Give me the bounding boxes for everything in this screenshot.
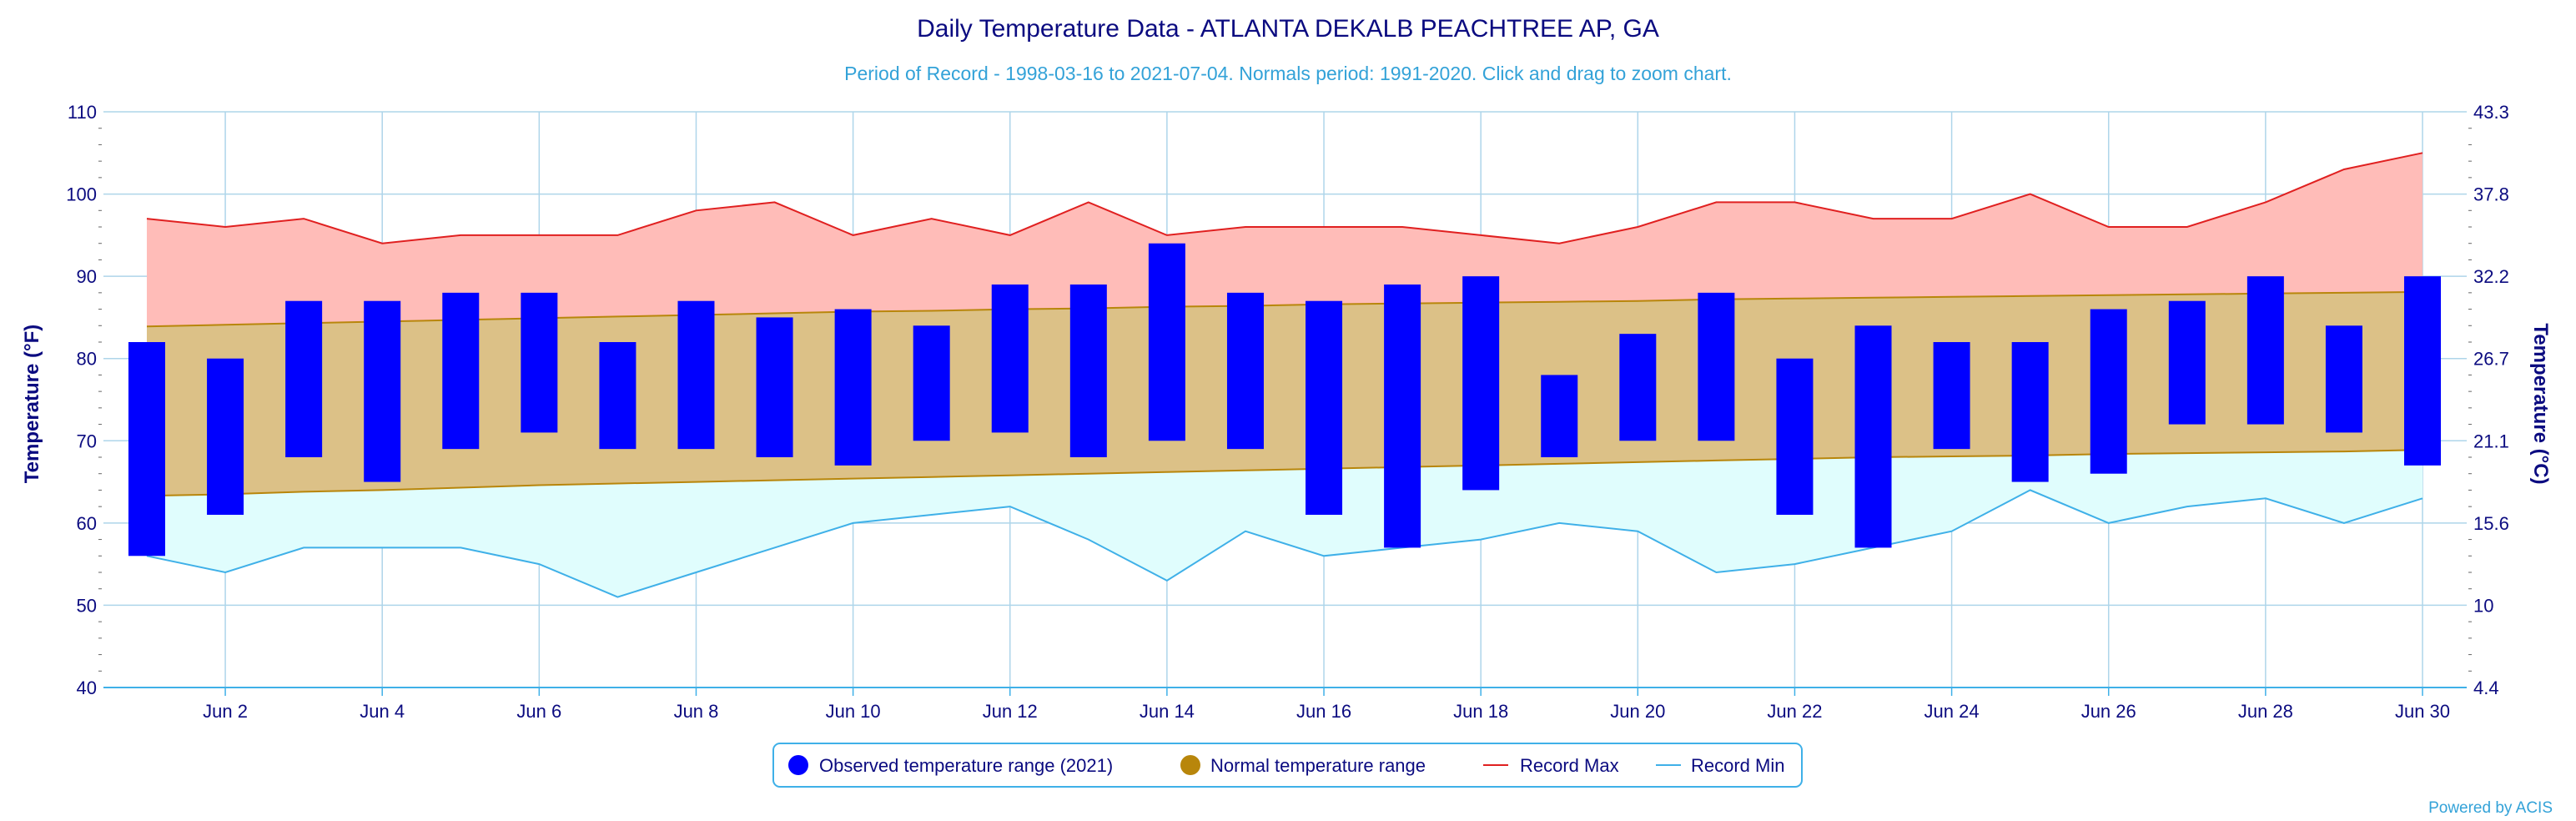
observed-bar-jun-21[interactable] (1698, 292, 1735, 441)
x-tick-label: Jun 22 (1767, 701, 1822, 722)
y-tick-label-right: 21.1 (2473, 431, 2509, 451)
x-tick-label: Jun 20 (1610, 701, 1665, 722)
observed-bar-jun-10[interactable] (834, 309, 872, 466)
y-tick-label-left: 40 (77, 677, 97, 698)
y-tick-label-right: 4.4 (2473, 677, 2499, 698)
x-tick-label: Jun 18 (1453, 701, 1508, 722)
range-areas (147, 153, 2423, 597)
observed-bar-jun-5[interactable] (442, 292, 480, 450)
x-tick-label: Jun 24 (1924, 701, 1980, 722)
x-tick-label: Jun 26 (2081, 701, 2136, 722)
observed-bar-jun-8[interactable] (677, 300, 715, 450)
y-tick-label-left: 100 (66, 184, 97, 205)
y-tick-label-right: 37.8 (2473, 184, 2509, 205)
observed-bar-jun-7[interactable] (599, 342, 636, 450)
record-min-area (147, 450, 2423, 597)
powered-by-credit[interactable]: Powered by ACIS (2428, 799, 2553, 817)
legend-observed-marker (788, 755, 808, 775)
observed-bar-jun-3[interactable] (285, 300, 323, 457)
y-axis-title-left: Temperature (°F) (21, 325, 43, 484)
y-tick-label-left: 80 (77, 349, 97, 370)
chart-subtitle: Period of Record - 1998-03-16 to 2021-07… (844, 63, 1732, 84)
observed-bar-jun-23[interactable] (1854, 325, 1892, 548)
x-tick-label: Jun 16 (1296, 701, 1351, 722)
observed-bar-jun-27[interactable] (2168, 300, 2206, 425)
x-tick-label: Jun 6 (516, 701, 561, 722)
observed-bar-jun-12[interactable] (991, 285, 1029, 433)
y-tick-label-left: 60 (77, 513, 97, 534)
observed-bar-jun-11[interactable] (913, 325, 950, 441)
legend-normal-label[interactable]: Normal temperature range (1210, 755, 1426, 776)
axes: 40 4.4 50 10 60 15.6 70 21.1 80 26.7 90 32.2 100 37.8… (66, 102, 2509, 722)
legend-record-min-label[interactable]: Record Min (1691, 755, 1784, 776)
legend-record-max-label[interactable]: Record Max (1520, 755, 1619, 776)
observed-bar-jun-13[interactable] (1069, 285, 1107, 457)
observed-bar-jun-22[interactable] (1776, 358, 1814, 515)
observed-bar-jun-2[interactable] (207, 358, 244, 515)
observed-bar-jun-24[interactable] (1933, 342, 1970, 450)
observed-bar-jun-30[interactable] (2404, 276, 2441, 466)
record-min-line (146, 489, 2423, 598)
x-tick-label: Jun 30 (2395, 701, 2450, 722)
observed-bar-jun-29[interactable] (2325, 325, 2362, 433)
record-max-line (146, 152, 2423, 244)
y-tick-label-right: 26.7 (2473, 349, 2509, 370)
record-max-area (147, 153, 2423, 327)
x-tick-label: Jun 14 (1140, 701, 1195, 722)
y-tick-label-left: 70 (77, 431, 97, 451)
chart-title: Daily Temperature Data - ATLANTA DEKALB … (917, 15, 1659, 43)
legend-box (772, 743, 1803, 788)
y-axis-title-right: Temperature (°C) (2529, 323, 2552, 484)
y-tick-label-left: 90 (77, 266, 97, 287)
legend-observed-label[interactable]: Observed temperature range (2021) (819, 755, 1113, 776)
observed-bar-jun-18[interactable] (1462, 276, 1500, 491)
normal-range-area (147, 291, 2423, 496)
x-tick-label: Jun 28 (2238, 701, 2293, 722)
observed-bar-jun-16[interactable] (1306, 300, 1343, 515)
legend-normal-marker (1180, 755, 1200, 775)
y-tick-label-right: 15.6 (2473, 513, 2509, 534)
x-tick-label: Jun 10 (826, 701, 881, 722)
y-tick-label-right: 43.3 (2473, 102, 2509, 123)
observed-bar-jun-1[interactable] (128, 342, 165, 557)
x-tick-label: Jun 8 (674, 701, 719, 722)
observed-bar-jun-26[interactable] (2090, 309, 2127, 474)
observed-bar-jun-9[interactable] (756, 317, 793, 457)
x-tick-label: Jun 12 (983, 701, 1038, 722)
y-tick-label-left: 110 (68, 102, 97, 123)
observed-bar-jun-17[interactable] (1384, 285, 1421, 548)
observed-bar-jun-20[interactable] (1619, 334, 1657, 441)
observed-bar-jun-4[interactable] (364, 300, 401, 482)
y-tick-label-right: 32.2 (2473, 266, 2509, 287)
observed-bar-jun-25[interactable] (2011, 342, 2049, 482)
legend[interactable]: Observed temperature range (2021) Normal… (772, 743, 1803, 788)
x-tick-label: Jun 4 (360, 701, 405, 722)
observed-bars (128, 243, 2441, 557)
x-tick-label: Jun 2 (203, 701, 248, 722)
observed-bar-jun-19[interactable] (1541, 375, 1578, 457)
observed-bar-jun-15[interactable] (1226, 292, 1264, 450)
observed-bar-jun-6[interactable] (521, 292, 558, 433)
y-tick-label-left: 50 (77, 595, 97, 616)
y-tick-label-right: 10 (2473, 595, 2493, 616)
observed-bar-jun-28[interactable] (2246, 276, 2284, 425)
observed-bar-jun-14[interactable] (1148, 243, 1185, 441)
